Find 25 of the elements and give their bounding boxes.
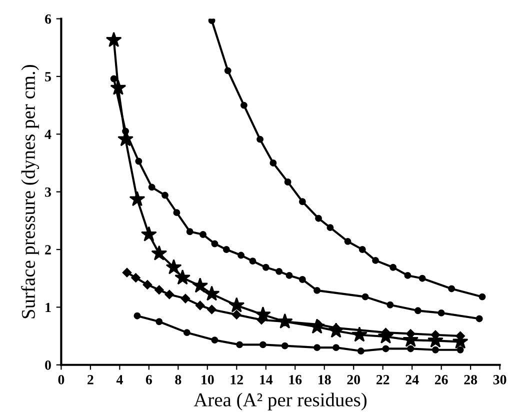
x-tick-label: 28: [464, 375, 478, 384]
x-tick-label: 8: [175, 375, 182, 384]
x-tick-label: 12: [230, 375, 243, 384]
y-tick-label: 5: [45, 72, 51, 82]
y-tick-label: 1: [46, 302, 51, 312]
x-tick-label: 0: [58, 375, 64, 384]
x-tick-label: 22: [376, 375, 390, 384]
x-tick-label: 6: [146, 375, 152, 384]
x-axis-title: Area (A² per residues): [194, 392, 367, 410]
x-tick-label: 20: [347, 375, 360, 384]
x-tick-label: 30: [493, 375, 506, 384]
x-tick-label: 14: [260, 375, 273, 384]
x-tick-label: 10: [202, 375, 214, 384]
x-tick-label: 4: [116, 375, 123, 384]
y-tick-label: 0: [45, 360, 51, 370]
x-tick-label: 18: [318, 375, 331, 384]
x-tick-label: 2: [88, 375, 94, 384]
y-tick-label: 4: [44, 130, 52, 139]
x-tick-label: 26: [434, 375, 448, 384]
y-tick-label: 3: [45, 187, 52, 197]
y-axis-title: Surface pressure (dynes per cm.): [21, 64, 39, 318]
x-tick-label: 24: [406, 375, 419, 384]
y-tick-label: 2: [45, 245, 51, 254]
y-tick-label: 6: [45, 14, 52, 24]
x-tick-label: 16: [289, 375, 302, 384]
